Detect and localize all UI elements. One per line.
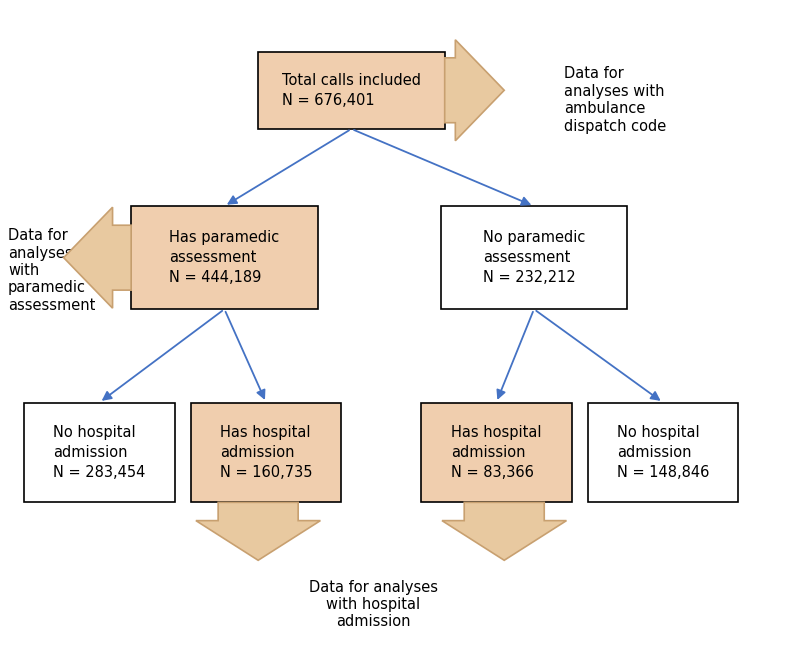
Text: Has hospital
admission
N = 83,366: Has hospital admission N = 83,366 [451,425,542,480]
Text: Has hospital
admission
N = 160,735: Has hospital admission N = 160,735 [220,425,313,480]
Polygon shape [442,503,566,560]
Polygon shape [445,40,504,141]
FancyBboxPatch shape [190,403,342,503]
Text: Data for analyses
with hospital
admission: Data for analyses with hospital admissio… [309,579,437,629]
Text: Total calls included
N = 676,401: Total calls included N = 676,401 [282,73,421,108]
Polygon shape [64,207,131,308]
FancyBboxPatch shape [587,403,739,503]
Polygon shape [196,503,321,560]
Text: Has paramedic
assessment
N = 444,189: Has paramedic assessment N = 444,189 [169,231,279,285]
FancyBboxPatch shape [421,403,572,503]
FancyBboxPatch shape [24,403,175,503]
FancyBboxPatch shape [131,206,318,309]
Text: Data for
analyses
with
paramedic
assessment: Data for analyses with paramedic assessm… [8,228,96,313]
Text: No paramedic
assessment
N = 232,212: No paramedic assessment N = 232,212 [483,231,585,285]
FancyBboxPatch shape [258,52,445,129]
Text: Data for
analyses with
ambulance
dispatch code: Data for analyses with ambulance dispatc… [564,66,666,133]
Text: No hospital
admission
N = 283,454: No hospital admission N = 283,454 [53,425,146,480]
Text: No hospital
admission
N = 148,846: No hospital admission N = 148,846 [616,425,710,480]
FancyBboxPatch shape [441,206,627,309]
